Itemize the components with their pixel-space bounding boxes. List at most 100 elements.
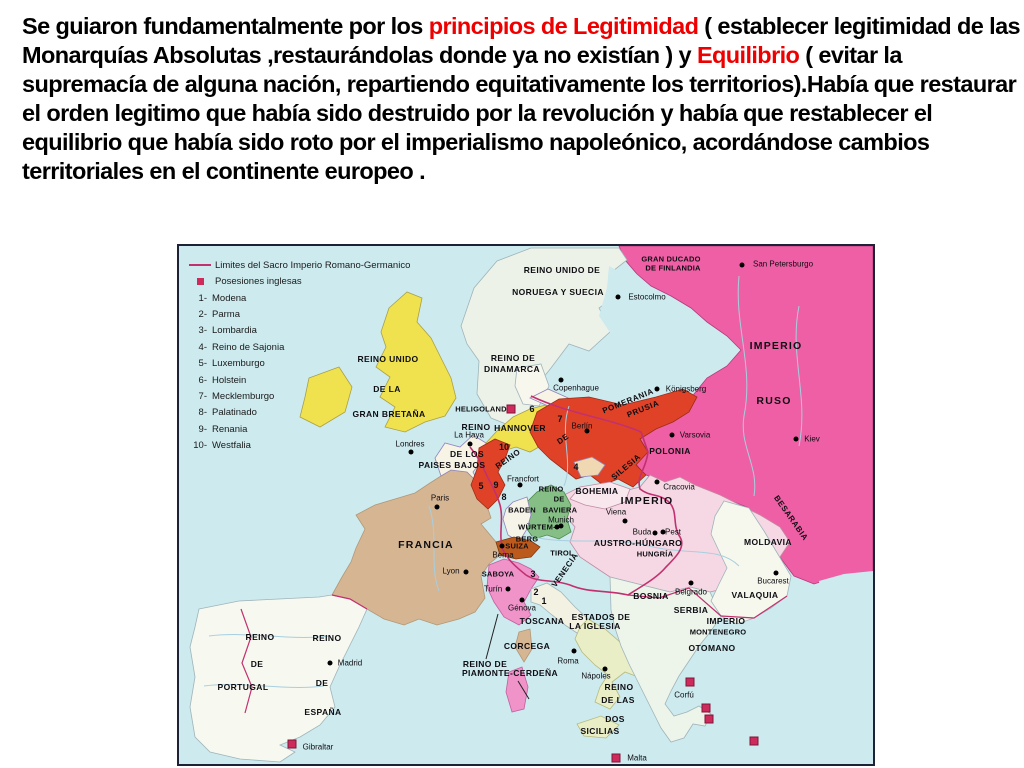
map-label-saboya: SABOYA xyxy=(481,569,515,579)
headline-text: Se guiaron fundamentalmente por los xyxy=(22,13,429,39)
map-label-de-las: DE LAS xyxy=(601,695,635,705)
map-label-buda: Buda xyxy=(632,527,652,537)
map-label-dos: DOS xyxy=(605,714,625,724)
city-dot xyxy=(773,570,779,576)
map-label-imperio: IMPERIO xyxy=(620,495,674,507)
map-label-de-finlandia: DE FINLANDIA xyxy=(645,263,701,273)
map-label-noruega-y-suecia: NORUEGA Y SUECIA xyxy=(512,287,604,297)
map-label-polonia: POLONIA xyxy=(649,446,691,456)
region-sicilia xyxy=(576,715,620,739)
label-pointer-lines xyxy=(485,613,530,700)
map-label-7: 7 xyxy=(557,414,563,424)
city-dot xyxy=(571,648,577,654)
english-possession-marker xyxy=(611,753,621,763)
legend-label: Limites del Sacro Imperio Romano-Germani… xyxy=(215,259,411,271)
map-label-1: 1 xyxy=(541,596,547,606)
legend-label: Luxemburgo xyxy=(212,358,265,370)
map-label-reino: REINO xyxy=(604,682,634,692)
city-dot xyxy=(654,479,660,485)
map-label-corf: Corfú xyxy=(674,690,694,700)
city-dot xyxy=(584,428,590,434)
map-label-reino-unido-de: REINO UNIDO DE xyxy=(523,265,601,275)
gulf-of-bothnia xyxy=(599,266,631,334)
legend-symbol xyxy=(196,277,204,285)
legend-label: Westfalia xyxy=(212,440,251,452)
map-label-sicilias: SICILIAS xyxy=(580,726,620,736)
legend-label: Posesiones inglesas xyxy=(215,275,302,287)
map-label-10: 10 xyxy=(498,442,510,452)
city-dot xyxy=(517,482,523,488)
headline-emphasis: principios de Legitimidad xyxy=(428,13,699,39)
map-label-reino: REINO xyxy=(245,632,275,642)
legend-symbol xyxy=(189,264,211,266)
map-label-austro-h-ngaro: AUSTRO-HÚNGARO xyxy=(593,538,683,548)
region-cerdena xyxy=(505,666,529,713)
map-label-tur-n: Turín xyxy=(483,584,503,594)
legend-item: 2- Parma xyxy=(185,307,240,321)
city-dot xyxy=(558,377,564,383)
city-dot xyxy=(602,666,608,672)
region-iberia xyxy=(189,594,368,763)
region-moldavia-valaquia xyxy=(710,500,792,625)
legend-item-possessions: Posesiones inglesas xyxy=(185,274,302,288)
map-label-hannover: HANNOVER xyxy=(494,423,546,433)
map-label-piamonte-cerde-a: PIAMONTE-CERDEÑA xyxy=(461,668,559,678)
english-possession-marker xyxy=(701,703,711,713)
region-irlanda xyxy=(299,366,353,428)
map-label-espa-a: ESPAÑA xyxy=(304,707,342,717)
map-label-la-iglesia: LA IGLESIA xyxy=(569,621,621,631)
map-canvas xyxy=(189,246,873,763)
map-label-estados-de: ESTADOS DE xyxy=(571,612,631,622)
map-label-belgrado: Belgrado xyxy=(674,587,708,597)
city-dot xyxy=(499,543,505,549)
city-dot xyxy=(660,529,666,535)
legend-number: 4- xyxy=(198,341,207,353)
map-label-roma: Roma xyxy=(557,656,579,666)
city-dot xyxy=(615,294,621,300)
map-label-varsovia: Varsovia xyxy=(679,430,711,440)
map-label-imperio: IMPERIO xyxy=(749,340,803,352)
region-noruega-suecia xyxy=(460,247,628,427)
map-label-reino-de: REINO DE xyxy=(490,353,536,363)
city-dot xyxy=(434,504,440,510)
region-prusia xyxy=(529,388,698,488)
map-label-9: 9 xyxy=(493,480,499,490)
map-label-3: 3 xyxy=(530,569,536,579)
map-label-valaquia: VALAQUIA xyxy=(731,590,779,600)
map-label-berl-n: Berlín xyxy=(571,421,593,431)
legend-number: 9- xyxy=(198,423,207,435)
headline: Se guiaron fundamentalmente por los prin… xyxy=(22,12,1022,186)
map-label-de-la: DE LA xyxy=(373,384,401,394)
legend-item: 8- Palatinado xyxy=(185,406,257,420)
legend-item: 6- Holstein xyxy=(185,373,247,387)
region-sajonia xyxy=(573,456,606,478)
city-dot xyxy=(652,530,658,536)
headline-text: ( evitar la supremacía de alguna nación,… xyxy=(22,42,1017,184)
map-label-serbia: SERBIA xyxy=(673,605,709,615)
map-label-toscana: TOSCANA xyxy=(519,616,565,626)
map-label-montenegro: MONTENEGRO xyxy=(689,627,747,637)
map-label-otomano: OTOMANO xyxy=(688,643,736,653)
map-label-copenhague: Copenhague xyxy=(553,383,599,393)
city-dot xyxy=(327,660,333,666)
headline-text: ( establecer legitimidad de las Monarquí… xyxy=(22,13,1021,68)
map-label-w-rtem: WÜRTEM- xyxy=(518,522,556,532)
region-gran-bretana xyxy=(375,291,457,433)
english-possession-marker xyxy=(704,714,714,724)
city-dot xyxy=(558,523,564,529)
map-label-gibraltar: Gibraltar xyxy=(302,742,334,752)
legend-label: Renania xyxy=(212,423,248,435)
legend-label: Reino de Sajonia xyxy=(212,341,285,353)
legend-item: 10- Westfalia xyxy=(185,439,251,453)
city-dot xyxy=(654,386,660,392)
map-label-baden: BADEN xyxy=(508,505,536,515)
map-label-reino-de: REINO DE xyxy=(462,659,508,669)
map-label-berg: BERG xyxy=(515,534,539,544)
legend-item: 3- Lombardia xyxy=(185,324,257,338)
map-label-paises-bajos: PAISES BAJOS xyxy=(418,460,486,470)
legend-item: 7- Mecklemburgo xyxy=(185,389,275,403)
headline-emphasis: Equilibrio xyxy=(696,42,800,68)
map-label-tirol: TIROL xyxy=(550,548,574,558)
legend-label: Parma xyxy=(212,308,240,320)
